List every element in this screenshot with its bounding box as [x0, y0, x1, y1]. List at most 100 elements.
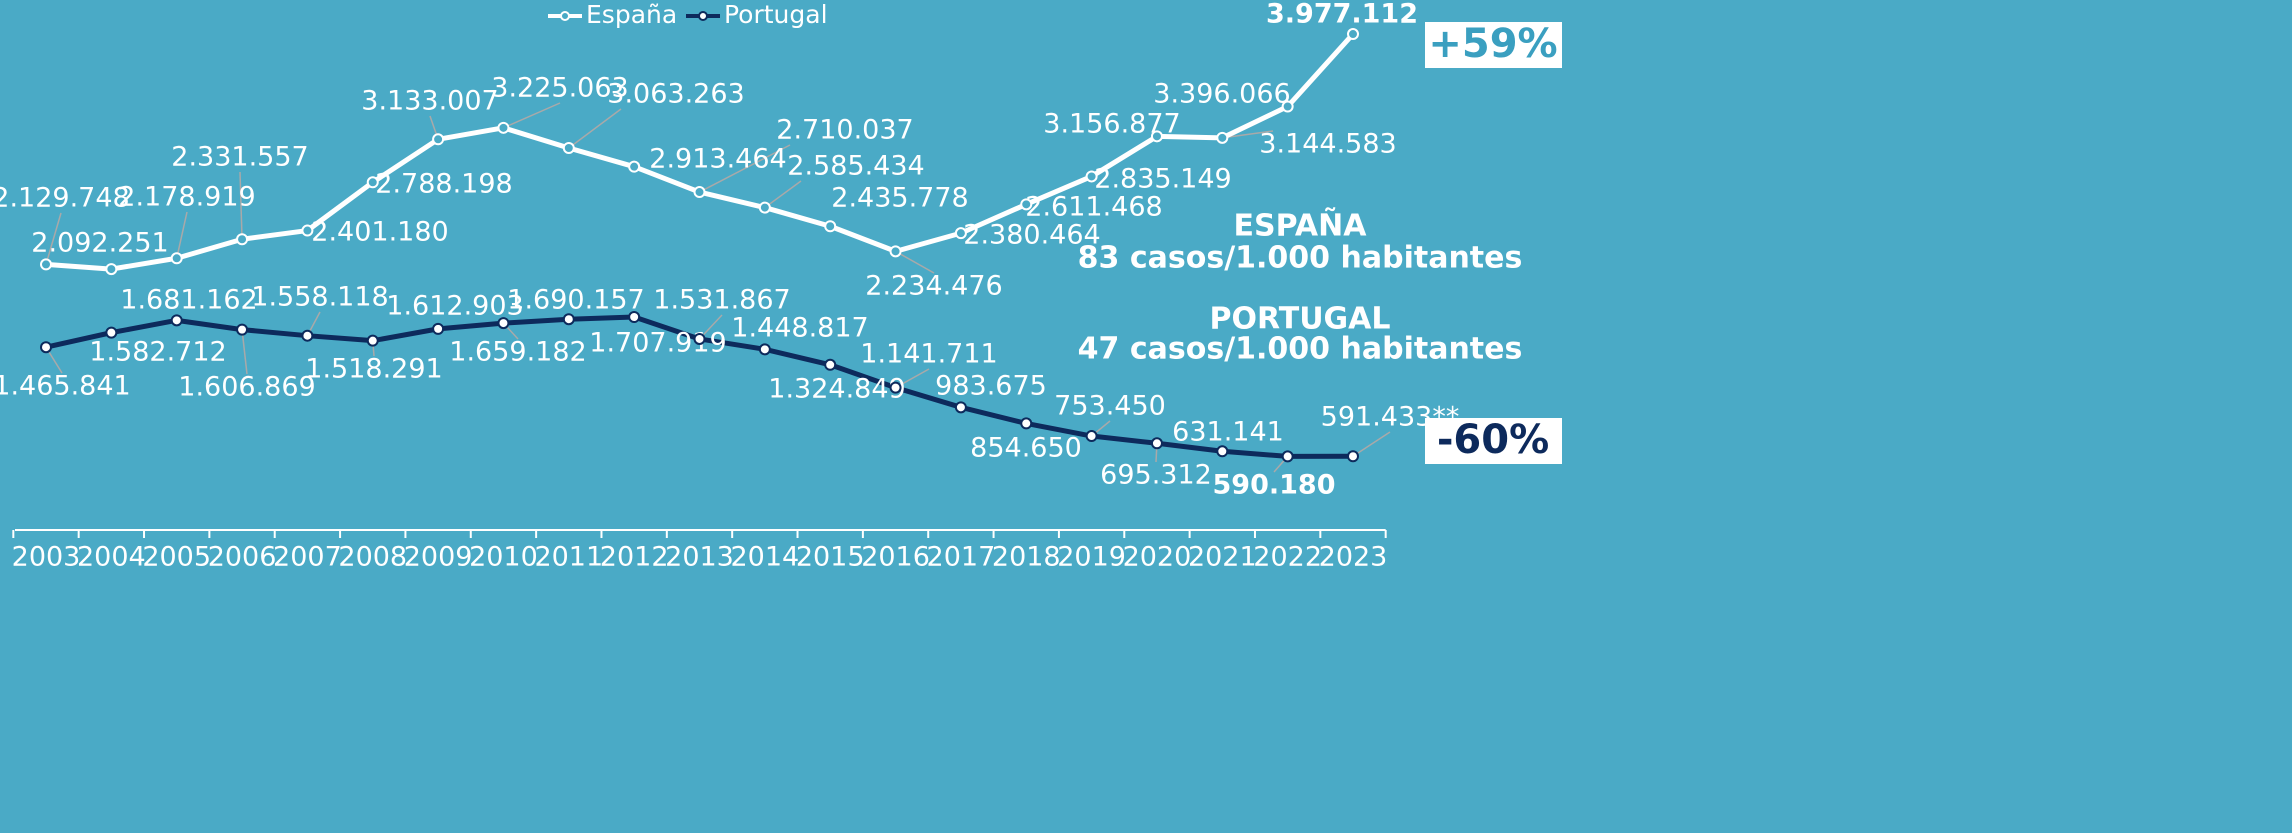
leader-line: [764, 180, 802, 209]
data-label: 2.092.251: [31, 228, 168, 259]
data-label: 753.450: [1054, 391, 1166, 422]
data-label: 1.558.118: [251, 282, 388, 313]
leader-line: [568, 108, 622, 149]
point: [889, 381, 902, 394]
x-tick-label: 2004: [77, 542, 146, 573]
data-label: 3.144.583: [1259, 129, 1396, 160]
point: [758, 343, 771, 356]
point: [1150, 437, 1163, 450]
data-label: 1.465.841: [0, 371, 131, 402]
point: [693, 332, 706, 345]
point: [1347, 28, 1359, 41]
data-label: 1.612.903: [386, 291, 523, 322]
point: [1020, 198, 1033, 211]
annotation: 47 casos/1.000 habitantes: [1078, 332, 1523, 367]
point: [628, 160, 641, 173]
legend-marker: [698, 11, 708, 21]
data-label: 3.156.877: [1043, 109, 1180, 140]
x-tick-label: 2022: [1253, 542, 1322, 573]
annotation: ESPAÑA: [1234, 207, 1368, 244]
x-tick-label: 2010: [469, 542, 538, 573]
point: [366, 176, 379, 189]
leader-line: [895, 250, 935, 274]
x-tick-label: 2011: [534, 542, 603, 573]
data-label: 2.331.557: [171, 142, 308, 173]
data-label: 3.133.007: [361, 86, 498, 117]
data-label: 2.835.149: [1094, 164, 1231, 195]
data-label: 1.531.867: [653, 285, 790, 316]
point: [170, 252, 183, 265]
leader-line: [503, 102, 561, 129]
annotation-box: [1425, 22, 1562, 68]
annotation: 83 casos/1.000 habitantes: [1078, 241, 1523, 276]
data-label: 3.977.112: [1266, 0, 1418, 30]
data-label: 2.710.037: [776, 115, 913, 146]
data-label: 1.659.182: [449, 337, 586, 368]
point: [824, 220, 837, 233]
data-label: 2.234.476: [865, 271, 1002, 302]
data-label: 2.380.464: [963, 220, 1100, 251]
x-tick-label: 2019: [1057, 542, 1126, 573]
point: [236, 233, 249, 246]
data-label: 590.180: [1213, 470, 1336, 501]
data-label: 2.585.434: [787, 151, 924, 182]
point: [1085, 430, 1098, 443]
data-label: 695.312: [1100, 460, 1212, 491]
point: [1281, 100, 1294, 113]
point: [301, 329, 314, 342]
data-label: 1.448.817: [731, 313, 868, 344]
point: [758, 201, 771, 214]
legend-label: Portugal: [724, 0, 828, 29]
point: [1020, 417, 1033, 430]
leader-line: [239, 171, 243, 240]
point: [562, 313, 575, 326]
annotation: PORTUGAL: [1209, 302, 1390, 337]
point: [236, 323, 249, 336]
point: [105, 326, 118, 339]
legend-marker: [560, 11, 570, 21]
leader-line: [1222, 130, 1274, 139]
point: [301, 224, 314, 237]
point: [1216, 131, 1229, 144]
point: [628, 311, 641, 324]
x-tick-label: 2015: [796, 542, 865, 573]
point: [40, 341, 52, 354]
leader-line: [699, 144, 791, 193]
leader-line: [45, 212, 62, 265]
data-label: 1.681.162: [120, 285, 257, 316]
leader-line: [175, 211, 188, 259]
data-label: 2.435.778: [831, 183, 968, 214]
x-tick-label: 2023: [1319, 542, 1388, 573]
data-label: 2.788.198: [375, 169, 512, 200]
data-label: 2.178.919: [118, 182, 255, 213]
data-label: 1.690.157: [507, 285, 644, 316]
data-label: 983.675: [935, 371, 1047, 402]
data-label: 1.518.291: [305, 354, 442, 385]
point: [40, 258, 52, 271]
data-label: 3.396.066: [1153, 79, 1290, 110]
point: [432, 322, 445, 335]
point: [954, 401, 967, 414]
point: [170, 314, 183, 327]
point: [1085, 170, 1098, 183]
data-label: 1.141.711: [860, 339, 997, 370]
x-tick-label: 2014: [730, 542, 799, 573]
x-tick-label: 2013: [665, 542, 734, 573]
x-tick-label: 2016: [861, 542, 930, 573]
data-label: 2.129.748: [0, 183, 130, 214]
data-label: 591.433**: [1321, 402, 1460, 433]
data-label: 631.141: [1172, 417, 1284, 448]
data-label: 1.606.869: [178, 372, 315, 403]
x-tick-label: 2009: [404, 542, 473, 573]
point: [366, 334, 379, 347]
leader-line: [895, 368, 930, 389]
data-label: 2.401.180: [311, 217, 448, 248]
point: [954, 227, 967, 240]
point: [1216, 445, 1229, 458]
point: [497, 121, 510, 134]
data-label: 3.063.263: [607, 79, 744, 110]
legend-label: España: [586, 0, 677, 29]
annotation: -60%: [1437, 417, 1549, 463]
